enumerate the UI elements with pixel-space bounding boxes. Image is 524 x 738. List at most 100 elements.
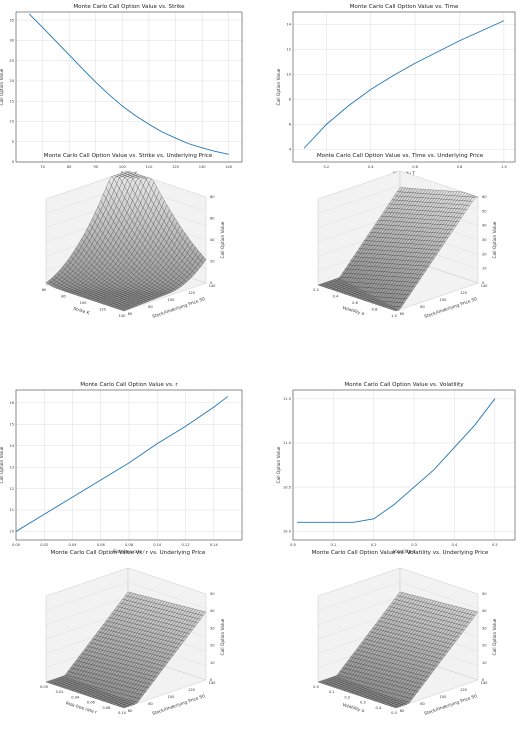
y-tick-label: 16 (9, 401, 14, 405)
y-tick-label: 6 (289, 123, 292, 127)
chart-title: Monte Carlo Call Option Value vs. Time v… (317, 153, 484, 159)
y-tick-label: 11 (9, 508, 14, 512)
z-axis-label: Call Option Value (220, 618, 226, 655)
chart-title: Monte Carlo Call Option Value vs. Volati… (344, 382, 464, 388)
x-axis-label: Volatility σ (393, 549, 416, 555)
x-tick-label: 0.02 (56, 690, 64, 694)
z-tick-label: 60 (210, 217, 215, 221)
x-axis-label: Volatility σ (342, 305, 366, 317)
pane-gridline (317, 582, 401, 611)
x-tick-label: 0.4 (333, 295, 339, 299)
pane-gridline (317, 185, 401, 214)
y-tick-label: 120 (460, 688, 468, 692)
z-tick-label: 10 (482, 661, 487, 665)
line-chart-1: Monte Carlo Call Option Value vs. Time 0.… (276, 4, 516, 177)
z-tick-label: 0 (210, 678, 213, 682)
x-tick-label: 0.2 (371, 543, 377, 547)
x-tick-label: 0.08 (125, 543, 134, 547)
z-tick-label: 10 (482, 267, 487, 271)
y-tick-label: 12 (286, 48, 291, 52)
x-tick-label: 0.02 (40, 543, 48, 547)
z-tick-label: 40 (482, 224, 487, 228)
surface-cell (200, 256, 207, 264)
y-axis-label: Stock/Underlying Price S0 (152, 296, 207, 320)
y-tick-label: 14 (286, 23, 291, 27)
z-tick-label: 10 (210, 661, 215, 665)
chart-title: Monte Carlo Call Option Value vs. r (80, 382, 178, 388)
x-tick-label: 80 (61, 295, 66, 299)
y-tick-label: 140 (481, 284, 489, 288)
y-tick-label: 80 (148, 305, 153, 309)
x-tick-label: 0.06 (97, 543, 106, 547)
y-tick-label: 60 (128, 709, 133, 713)
series-line (15, 396, 229, 532)
x-tick-label: 80 (67, 165, 72, 169)
surface-cell (472, 611, 479, 616)
z-tick-label: 80 (210, 195, 215, 199)
pane-gridline (317, 199, 401, 228)
pane-gridline (399, 582, 479, 609)
y-tick-label: 60 (400, 312, 405, 316)
z-tick-label: 30 (482, 626, 487, 630)
y-axis-label: Call Option Value (0, 68, 5, 105)
x-tick-label: 0.04 (68, 543, 77, 547)
plot-frame (15, 389, 243, 541)
x-tick-label: 0.1 (331, 543, 337, 547)
z-axis-label: Call Option Value (492, 618, 498, 655)
y-tick-label: 100 (168, 695, 176, 699)
surface-chart-2: Monte Carlo Call Option Value vs. Strike… (42, 153, 226, 320)
chart-title: Monte Carlo Call Option Value vs. Volati… (312, 550, 489, 556)
x-tick-label: 0.2 (344, 695, 350, 699)
x-tick-label: 0.2 (323, 165, 329, 169)
y-tick-label: 10 (286, 73, 291, 77)
x-tick-label: 0.8 (457, 165, 463, 169)
x-tick-label: 1.0 (501, 165, 507, 169)
y-tick-label: 100 (440, 298, 448, 302)
y-tick-label: 10.5 (283, 485, 291, 489)
y-tick-label: 4 (289, 148, 292, 152)
x-tick-label: 0.4 (368, 165, 374, 169)
y-axis-label: Stock/Underlying Price S0 (152, 693, 207, 717)
y-tick-label: 8 (289, 98, 292, 102)
x-tick-label: 0.5 (391, 711, 397, 715)
pane-gridline (127, 582, 207, 609)
chart-title: Monte Carlo Call Option Value vs. Time (350, 4, 459, 10)
chart-title: Monte Carlo Call Option Value vs. Strike… (44, 153, 213, 159)
y-tick-label: 140 (481, 681, 489, 685)
plot-frame (15, 11, 243, 163)
y-tick-label: 80 (420, 305, 425, 309)
x-tick-label: 0.0 (313, 685, 319, 689)
x-tick-label: 1.0 (391, 314, 397, 318)
y-tick-label: 15 (9, 99, 14, 103)
surface-chart-7: Monte Carlo Call Option Value vs. Volati… (312, 550, 498, 717)
x-tick-label: 120 (172, 165, 180, 169)
x-tick-label: 130 (199, 165, 207, 169)
x-tick-label: 100 (119, 165, 127, 169)
z-tick-label: 0 (210, 281, 213, 285)
z-tick-label: 30 (482, 238, 487, 242)
surface-cell (472, 195, 479, 199)
surface-cell (200, 611, 207, 616)
pane-gridline (45, 582, 129, 611)
y-tick-label: 10.0 (283, 529, 292, 533)
y-axis-label: Stock/Underlying Price S0 (424, 296, 479, 320)
y-tick-label: 140 (209, 284, 217, 288)
y-tick-label: 25 (9, 59, 14, 63)
x-tick-label: 120 (99, 308, 107, 312)
x-tick-label: 0.04 (71, 695, 80, 699)
x-tick-label: 60 (42, 288, 47, 292)
x-tick-label: 0.00 (40, 685, 49, 689)
x-tick-label: 0.6 (412, 165, 418, 169)
y-tick-label: 20 (9, 79, 14, 83)
x-tick-label: 100 (80, 301, 88, 305)
x-tick-label: 0.12 (181, 543, 189, 547)
x-tick-label: 0.0 (290, 543, 296, 547)
y-axis-label: Call Option Value (276, 446, 282, 483)
x-axis-label: Strike K (73, 306, 91, 317)
series-line (28, 13, 229, 155)
plot-frame (292, 389, 516, 541)
y-tick-label: 15 (9, 422, 14, 426)
x-tick-label: 0.10 (118, 711, 127, 715)
surface-chart-3: Monte Carlo Call Option Value vs. Time v… (313, 153, 498, 320)
